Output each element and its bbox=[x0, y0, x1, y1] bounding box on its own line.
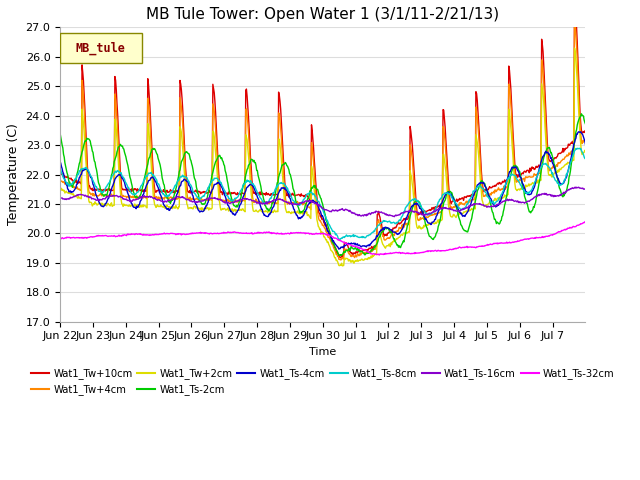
Text: MB_tule: MB_tule bbox=[76, 41, 125, 55]
X-axis label: Time: Time bbox=[309, 347, 337, 357]
FancyBboxPatch shape bbox=[60, 33, 141, 62]
Legend: Wat1_Tw+10cm, Wat1_Tw+4cm, Wat1_Tw+2cm, Wat1_Ts-2cm, Wat1_Ts-4cm, Wat1_Ts-8cm, W: Wat1_Tw+10cm, Wat1_Tw+4cm, Wat1_Tw+2cm, … bbox=[28, 364, 618, 399]
Title: MB Tule Tower: Open Water 1 (3/1/11-2/21/13): MB Tule Tower: Open Water 1 (3/1/11-2/21… bbox=[146, 7, 499, 22]
Y-axis label: Temperature (C): Temperature (C) bbox=[7, 123, 20, 226]
